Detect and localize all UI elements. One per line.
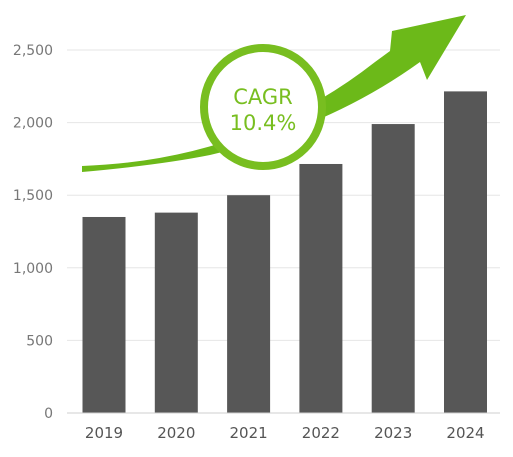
bar-2020: [154, 212, 198, 413]
bar-2023: [371, 124, 415, 413]
y-tick-label: 1,500: [13, 188, 53, 204]
growth-arrow: [82, 15, 466, 172]
x-tick-label: 2019: [85, 424, 123, 442]
x-tick-label: 2023: [374, 424, 412, 442]
bar-2021: [227, 195, 271, 413]
bar-2019: [82, 216, 126, 413]
y-tick-label: 1,000: [13, 261, 53, 277]
bar-2022: [299, 163, 343, 413]
x-tick-label: 2022: [302, 424, 340, 442]
y-axis-ticks: 0 500 1,000 1,500 2,000 2,500: [13, 43, 53, 422]
x-tick-label: 2021: [230, 424, 268, 442]
bars: [82, 91, 487, 413]
cagr-label: CAGR: [233, 85, 293, 109]
y-tick-label: 2,500: [13, 43, 53, 59]
bar-2024: [444, 91, 487, 413]
x-tick-label: 2024: [446, 424, 484, 442]
x-tick-label: 2020: [157, 424, 195, 442]
x-axis-ticks: 2019 2020 2021 2022 2023 2024: [85, 424, 485, 442]
y-tick-label: 2,000: [13, 116, 53, 132]
y-tick-label: 0: [44, 406, 53, 422]
y-tick-label: 500: [26, 333, 53, 349]
cagr-circle: [200, 44, 326, 170]
cagr-value: 10.4%: [230, 111, 297, 135]
cagr-badge: CAGR 10.4%: [200, 44, 326, 170]
